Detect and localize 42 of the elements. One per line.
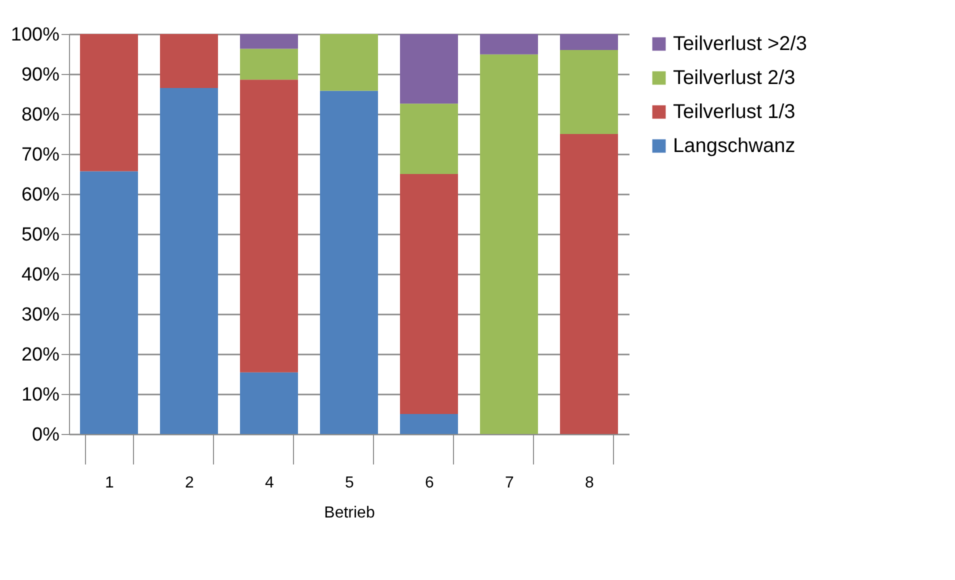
bar [80,171,138,434]
bar [160,34,218,88]
y-tick-label: 70% [21,144,60,166]
x-tick-label: 8 [585,474,594,492]
bar [80,34,138,172]
y-tick-label: 50% [21,224,60,246]
y-tick-label: 30% [21,304,60,326]
y-tick-label: 80% [21,104,60,126]
x-tick-label: 1 [105,474,114,492]
bar [320,34,378,91]
bar [400,174,458,414]
bar [240,372,298,434]
legend-label: Teilverlust 2/3 [673,67,796,89]
y-tick-label: 10% [21,384,60,406]
y-tick-label: 0% [32,424,60,446]
bar [480,34,538,54]
x-tick-label: 6 [425,474,434,492]
bar [240,80,298,372]
x-tick-label: 7 [505,474,514,492]
x-tick-label: 4 [265,474,274,492]
x-axis-title: Betrieb [324,504,375,522]
legend-label: Teilverlust 1/3 [673,101,796,123]
bar [400,34,458,104]
y-tick-label: 20% [21,344,60,366]
y-tick-label: 60% [21,184,60,206]
bar [560,34,618,50]
y-tick-label: 100% [10,24,60,46]
x-tick-label: 5 [345,474,354,492]
x-tick-label: 2 [185,474,194,492]
bar [240,48,298,80]
y-tick-label: 40% [21,264,60,286]
legend-label: Teilverlust >2/3 [673,33,807,55]
bar [480,54,538,434]
bar [400,414,458,434]
bar [560,134,618,434]
bar [240,34,298,49]
bar [320,90,378,434]
legend-label: Langschwanz [673,135,796,157]
bar [560,50,618,134]
y-tick-label: 90% [21,64,60,86]
bar [400,104,458,174]
bar [160,88,218,434]
